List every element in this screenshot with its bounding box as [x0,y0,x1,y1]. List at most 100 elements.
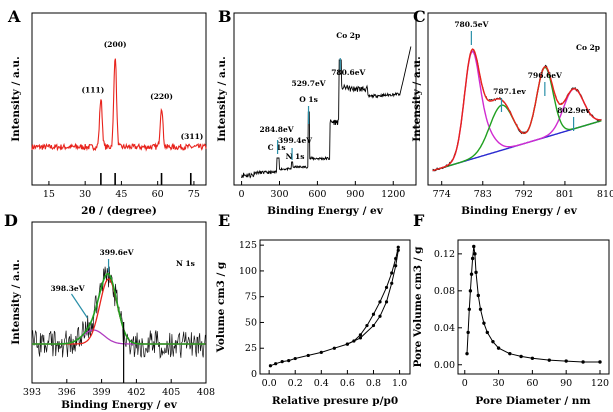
isotherm-line-desorption [347,247,399,345]
plot-area-e [268,245,400,368]
peak-label: (311) [181,132,204,141]
pore-distribution-point [476,293,480,298]
isotherm-point [358,336,363,340]
x-tick-c-label: 792 [515,189,533,200]
x-tick-b-label: 900 [346,189,364,200]
x-tick-a-label: 15 [43,189,55,200]
peak-label: 796.6eV [528,71,562,80]
peak-label: 802.9ev [557,106,590,115]
isotherm-point [319,350,323,354]
pore-distribution-point [473,252,477,256]
y-tick-e-label: 25 [245,343,257,354]
isotherm-point [358,333,363,337]
isotherm-point [384,300,389,304]
pore-distribution-point [519,354,523,359]
panel-letter-f: F [413,211,425,230]
pore-distribution-point [598,360,602,364]
x-tick-a-label: 75 [188,189,200,200]
x-tick-d-label: 396 [58,387,76,398]
isotherm-point [378,314,382,318]
isotherm-point [394,264,398,268]
pore-distribution-point [530,356,535,360]
x-ticks-d: 393 396 399 402 405 408 [23,379,215,398]
isotherm-point [280,360,284,364]
x-tick-c-label: 801 [556,189,574,200]
x-tick-b-label: 600 [308,189,326,200]
panel-letter-b: B [218,7,232,26]
pore-distribution-point [466,330,470,335]
survey-annotation-line2: 780.6eV [331,68,365,77]
isotherm-point [268,364,273,368]
plot-frame-c [427,12,607,186]
pore-distribution-point [474,270,478,275]
isotherm-point [287,359,291,363]
y-tick-f-label: 0.04 [434,323,455,334]
pore-distribution-point [468,289,473,293]
pore-distribution-point [581,360,585,364]
peak-label: 399.6eV [100,248,134,257]
x-axis-label-a: 2θ / (degree) [81,205,157,217]
y-tick-f-label: 0.08 [434,286,455,297]
plot-area-a: (111) (200) (220) (311) [31,40,207,185]
x-tick-f-label: 90 [560,378,572,389]
y-axis-label-c: Intensity / a.u. [411,56,423,141]
plot-frame-f [457,239,610,375]
x-tick-f-label: 0 [462,378,468,389]
panel-e: 0.0 0.2 0.4 0.6 0.8 1.0 0 25 50 75 100 125 Relativ… [215,239,411,407]
x-ticks-a: 15 30 45 60 75 [43,181,200,200]
panel-title-d: N 1s [176,259,195,268]
y-tick-e-label: 75 [245,292,257,303]
x-tick-d-label: 399 [93,387,111,398]
pore-distribution-point [472,244,476,249]
isotherm-point [378,300,382,304]
arrow [70,293,88,319]
x-ticks-e: 0.0 0.2 0.4 0.6 0.8 1.0 [262,370,407,389]
x-tick-f-label: 60 [526,378,538,389]
fit-line [432,48,602,172]
y-axis-label-e: Volume cm3 / g [215,261,227,353]
peak-label: 780.5eV [454,20,488,29]
x-tick-e-label: 0.8 [366,378,381,389]
peak-label: (200) [104,40,127,49]
panel-f: 0 30 60 90 120 0.00 0.04 0.08 0.12 Pore Diamete… [412,239,610,407]
y-axis-label-d: Intensity / a.u. [10,259,22,344]
isotherm-point [394,256,398,261]
x-tick-e-label: 0.4 [314,378,329,389]
panel-letter-c: C [413,7,426,26]
pore-distribution-point [485,330,489,335]
x-tick-c-label: 783 [474,189,492,200]
plot-frame-a [31,12,207,186]
y-tick-e-label: 125 [239,240,257,251]
isotherm-point [345,342,349,346]
component-line [432,66,602,172]
survey-annotation: Co 2p [336,31,360,40]
isotherm-point [396,245,400,249]
x-tick-a-label: 60 [152,189,164,200]
peak-label: 398.3eV [50,284,84,293]
isotherm-point [384,285,389,290]
y-ticks-e: 0 25 50 75 100 125 [239,240,264,380]
x-tick-f-label: 30 [493,378,505,389]
x-ticks-f: 0 30 60 90 120 [462,370,609,389]
isotherm-point [371,312,376,316]
panel-letter-d: D [4,211,18,230]
panel-d: 399.6eV 398.3eV 393 396 399 402 405 408 N 1s B… [10,221,215,411]
pore-distribution-point [496,346,501,350]
x-tick-f-label: 120 [591,378,609,389]
x-tick-e-label: 0.2 [288,378,303,389]
panel-letter-e: E [218,211,230,230]
x-tick-d-label: 408 [197,387,215,398]
plot-frame-b [233,12,417,186]
xps-survey-line [241,46,412,179]
y-tick-e-label: 0 [251,369,257,380]
survey-annotation-line2: C 1s [268,143,286,152]
pore-distribution-point [508,351,512,356]
peak-label: 787.1ev [493,87,526,96]
isotherm-point [306,353,310,358]
y-tick-f-label: 0.12 [434,249,455,260]
isotherm-point [371,323,376,328]
peak-label: (220) [150,92,173,101]
isotherm-point [332,346,336,350]
